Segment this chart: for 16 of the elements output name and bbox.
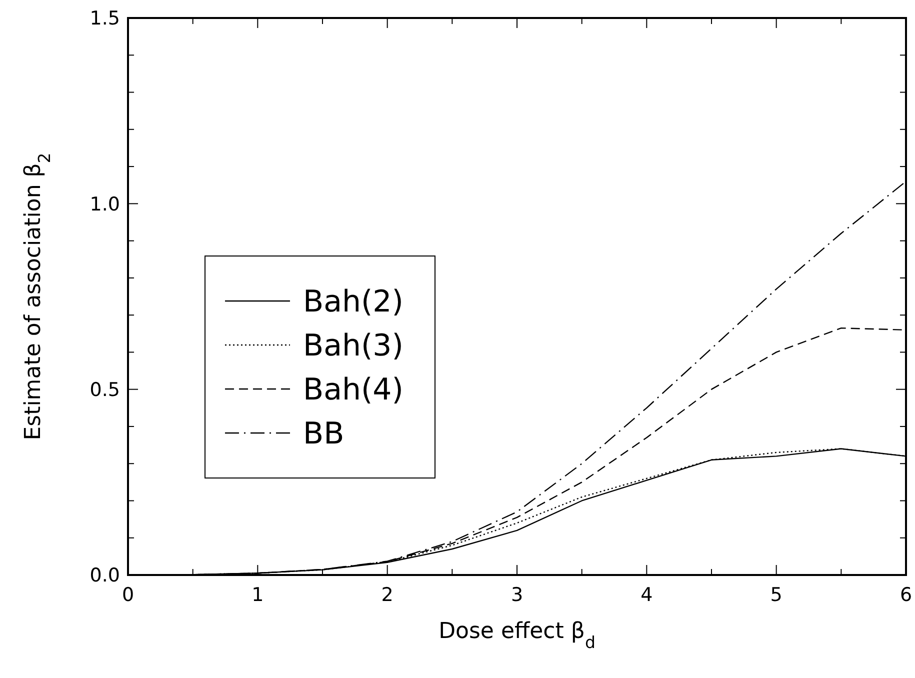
legend-label: Bah(3) bbox=[303, 328, 404, 364]
y-tick-label: 1.0 bbox=[90, 193, 120, 216]
x-tick-label: 1 bbox=[252, 584, 264, 606]
y-tick-label: 1.5 bbox=[90, 8, 120, 30]
legend-label: BB bbox=[303, 416, 344, 452]
legend-label: Bah(2) bbox=[303, 284, 404, 320]
x-tick-label: 0 bbox=[122, 584, 134, 606]
x-tick-label: 3 bbox=[510, 584, 524, 606]
x-tick-label: 2 bbox=[381, 584, 394, 606]
y-tick-label: 0.0 bbox=[90, 564, 120, 587]
x-tick-label: 5 bbox=[770, 584, 782, 606]
x-axis-title: Dose effect β$_{d}$ bbox=[438, 619, 596, 652]
x-tick-label: 4 bbox=[640, 584, 653, 606]
x-tick-label: 6 bbox=[900, 584, 912, 606]
y-tick-label: 0.5 bbox=[90, 378, 120, 401]
legend-label: Bah(4) bbox=[303, 372, 404, 408]
